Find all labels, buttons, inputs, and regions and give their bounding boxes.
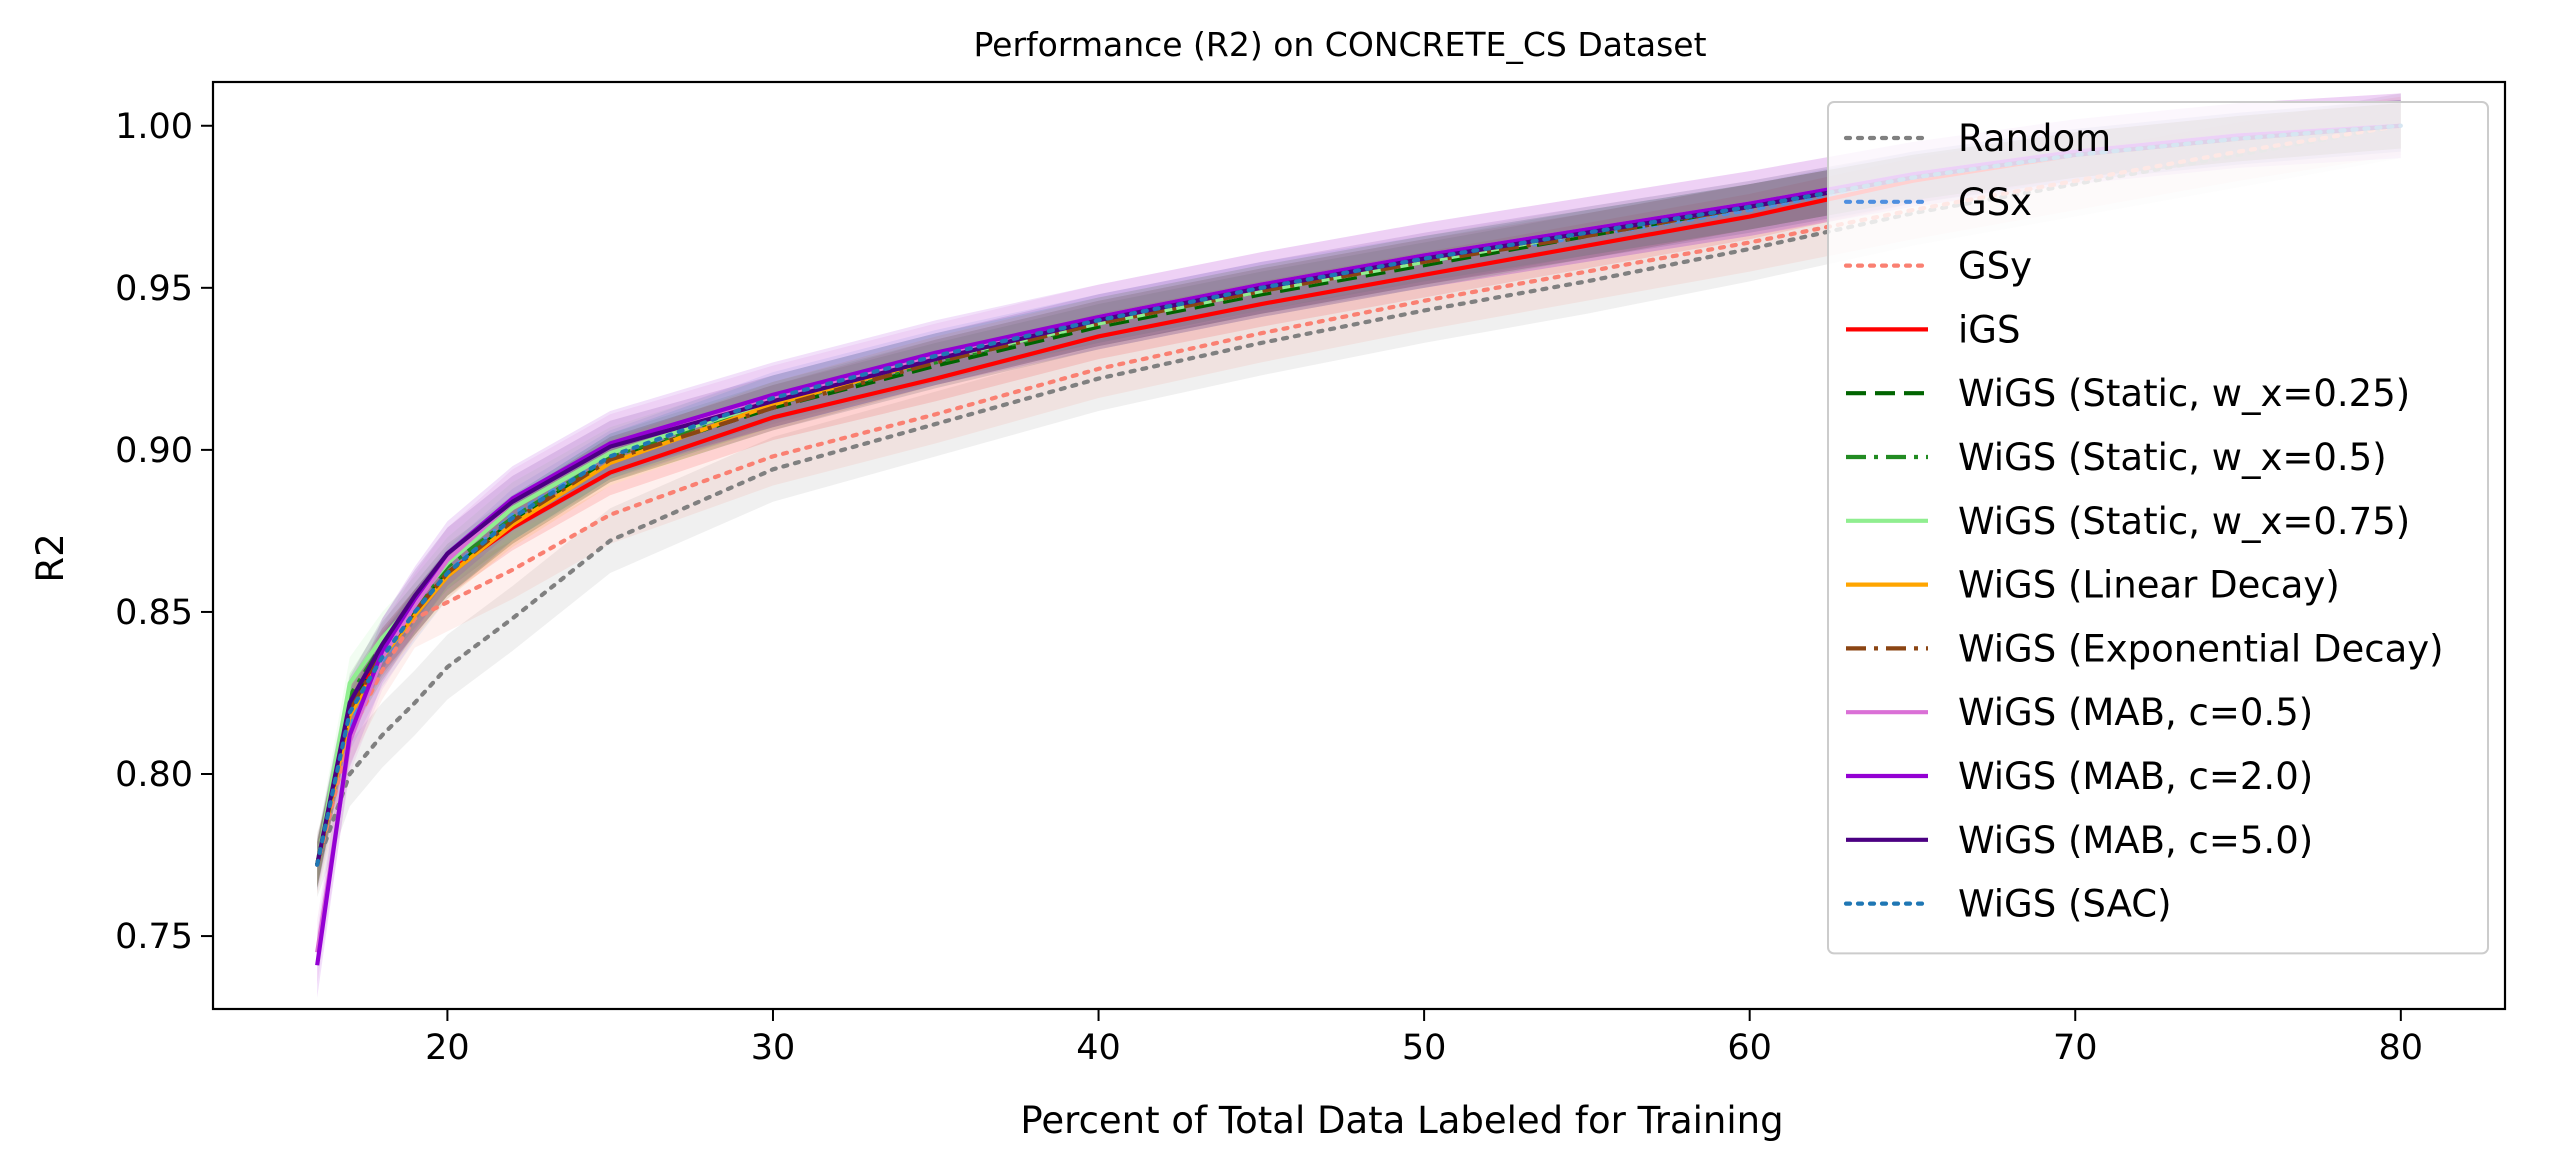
band-series-11 bbox=[317, 99, 2401, 891]
legend-label-8: WiGS (Exponential Decay) bbox=[1958, 627, 2444, 670]
legend-label-1: GSx bbox=[1958, 181, 2032, 224]
y-tick-label-3: 0.90 bbox=[115, 431, 193, 471]
axis-ticks: 20 30 40 50 60 70 80 0.75 0.80 0.85 0.90 0.95 1.00 bbox=[115, 107, 2423, 1068]
band-series-4 bbox=[317, 103, 2401, 888]
band-series-5 bbox=[317, 103, 2401, 888]
y-tick-label-1: 0.80 bbox=[115, 755, 193, 795]
legend-label-2: GSy bbox=[1958, 245, 2032, 288]
x-tick-label-5: 70 bbox=[2053, 1028, 2098, 1068]
y-tick-label-0: 0.75 bbox=[115, 917, 193, 957]
x-tick-label-2: 40 bbox=[1076, 1028, 1121, 1068]
x-axis-label: Percent of Total Data Labeled for Traini… bbox=[1020, 1099, 1783, 1142]
legend-label-5: WiGS (Static, w_x=0.5) bbox=[1958, 436, 2387, 479]
legend-label-4: WiGS (Static, w_x=0.25) bbox=[1958, 372, 2410, 415]
x-tick-label-3: 50 bbox=[1402, 1028, 1447, 1068]
chart-title: Performance (R2) on CONCRETE_CS Dataset bbox=[973, 25, 1706, 64]
band-series-8 bbox=[317, 103, 2401, 888]
band-series-7 bbox=[317, 103, 2401, 888]
x-tick-label-1: 30 bbox=[751, 1028, 796, 1068]
band-series-6 bbox=[317, 99, 2401, 891]
legend-label-9: WiGS (MAB, c=0.5) bbox=[1958, 691, 2313, 734]
legend-label-3: iGS bbox=[1958, 308, 2020, 351]
plot-area-frame bbox=[211, 80, 2507, 1011]
x-tick-label-6: 80 bbox=[2379, 1028, 2424, 1068]
x-tick-label-0: 20 bbox=[425, 1028, 470, 1068]
line-series-2 bbox=[315, 123, 2403, 867]
legend-box bbox=[1827, 101, 2489, 955]
y-tick-label-4: 0.95 bbox=[115, 269, 193, 309]
legend-label-10: WiGS (MAB, c=2.0) bbox=[1958, 755, 2313, 798]
line-series-0 bbox=[315, 123, 2403, 867]
legend-label-11: WiGS (MAB, c=5.0) bbox=[1958, 819, 2313, 862]
x-tick-label-4: 60 bbox=[1727, 1028, 1772, 1068]
band-series-12 bbox=[317, 103, 2401, 888]
legend-label-0: Random bbox=[1958, 117, 2111, 160]
y-tick-label-2: 0.85 bbox=[115, 593, 193, 633]
legend-label-6: WiGS (Static, w_x=0.75) bbox=[1958, 500, 2410, 543]
y-axis-label: R2 bbox=[29, 533, 72, 582]
band-series-1 bbox=[317, 99, 2401, 891]
y-tick-label-5: 1.00 bbox=[115, 107, 193, 147]
legend-label-7: WiGS (Linear Decay) bbox=[1958, 564, 2340, 607]
legend-label-12: WiGS (SAC) bbox=[1958, 883, 2172, 926]
legend: Random GSx GSy iGS WiGS (Static, w_x=0.25) Wi… bbox=[1827, 101, 2489, 955]
